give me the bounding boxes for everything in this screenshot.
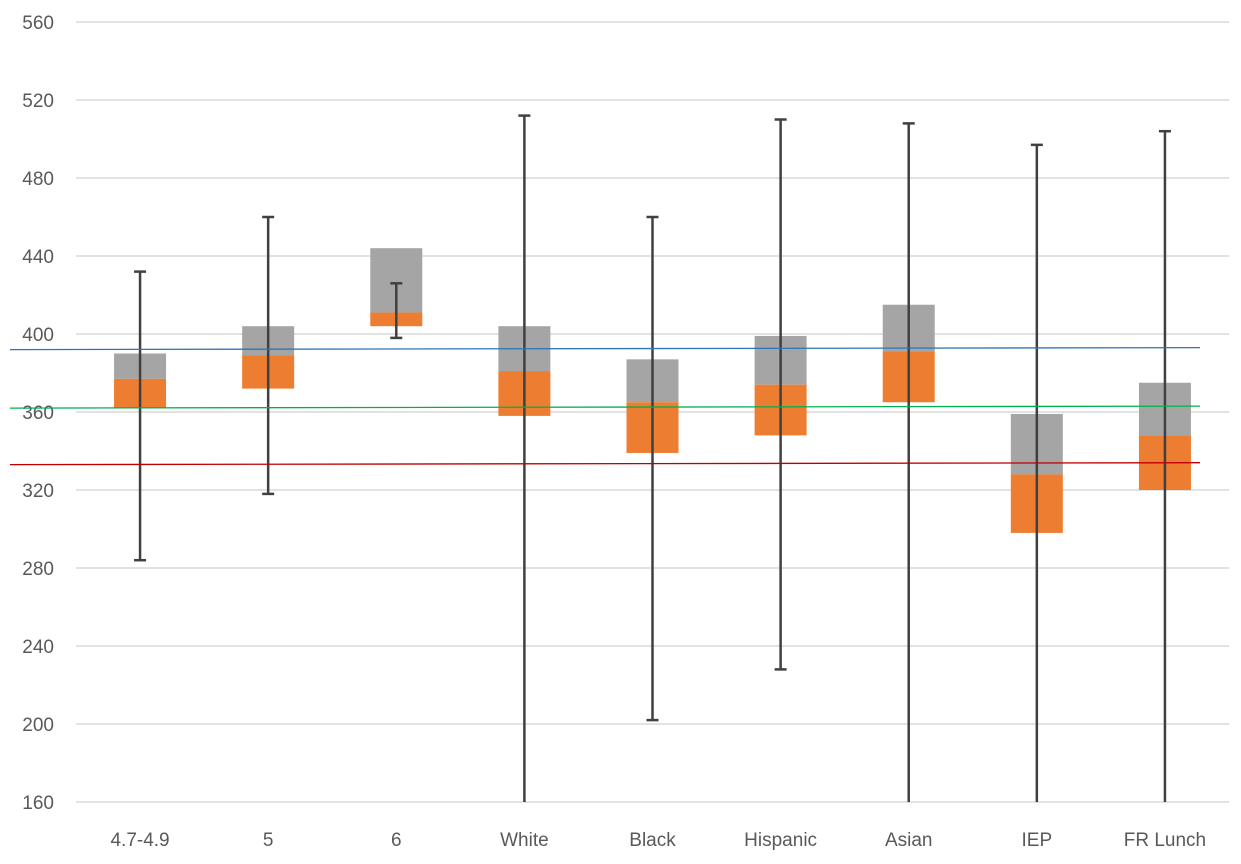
- reference-line: [9, 405, 1201, 409]
- x-tick-label: Hispanic: [744, 830, 817, 851]
- x-tick-label: FR Lunch: [1124, 830, 1206, 851]
- y-tick-label: 160: [22, 793, 54, 814]
- x-tick-label: 6: [391, 830, 402, 851]
- x-tick-label: 4.7-4.9: [110, 830, 169, 851]
- y-tick-label: 440: [22, 247, 54, 268]
- y-tick-label: 200: [22, 715, 54, 736]
- y-tick-label: 360: [22, 403, 54, 424]
- y-tick-label: 400: [22, 325, 54, 346]
- reference-line: [9, 462, 1201, 466]
- x-tick-label: 5: [263, 830, 274, 851]
- reference-line: [9, 346, 1201, 351]
- x-tick-label: Black: [629, 830, 676, 851]
- x-tick-label: Asian: [885, 830, 933, 851]
- y-tick-label: 280: [22, 559, 54, 580]
- x-tick-label: White: [500, 830, 549, 851]
- y-tick-label: 520: [22, 91, 54, 112]
- y-tick-label: 480: [22, 169, 54, 190]
- y-tick-label: 240: [22, 637, 54, 658]
- x-axis-tick-labels: 4.7-4.9 5 6 White Black Hispanic Asian IEP FR Lu…: [110, 830, 1206, 851]
- x-tick-label: IEP: [1022, 830, 1053, 851]
- y-tick-label: 320: [22, 481, 54, 502]
- reference-lines: [9, 346, 1201, 466]
- y-axis-tick-labels: 160 200 240 280 320 360 400 440 480 520 560: [22, 13, 54, 814]
- y-tick-label: 560: [22, 13, 54, 34]
